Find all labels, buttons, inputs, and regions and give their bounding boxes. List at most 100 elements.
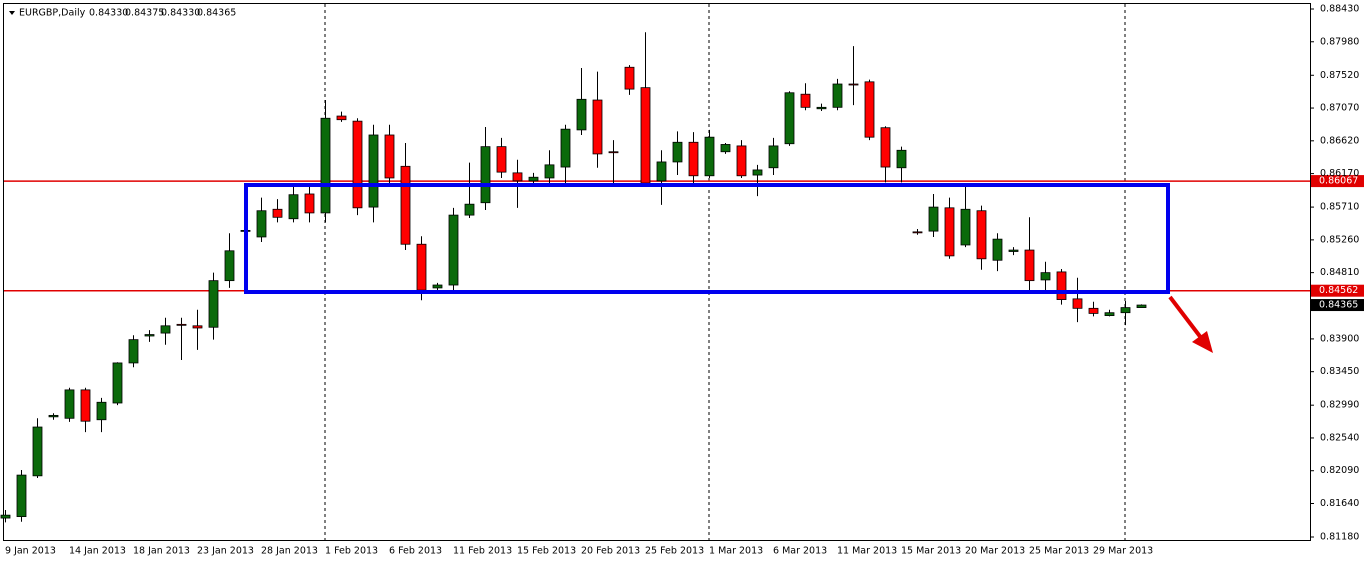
candle-body	[688, 141, 699, 177]
y-tick-label: 0.81640	[1320, 498, 1359, 509]
candle-body	[1040, 272, 1051, 281]
quote-high: 0.84375	[125, 8, 164, 19]
level-label-box	[1311, 175, 1364, 188]
y-tick-label: 0.85710	[1320, 202, 1359, 213]
x-tick-label: 20 Feb 2013	[581, 546, 640, 557]
candle-body	[16, 474, 27, 518]
candle-body	[416, 243, 427, 291]
level-label-box	[1311, 284, 1364, 297]
candle-body	[48, 414, 59, 418]
candle-body	[432, 284, 443, 289]
candle-body	[352, 120, 363, 209]
x-tick-label: 18 Jan 2013	[133, 546, 190, 557]
x-tick-label: 11 Mar 2013	[837, 546, 897, 557]
y-tick-label: 0.83450	[1320, 366, 1359, 377]
x-tick-label: 6 Mar 2013	[773, 546, 827, 557]
candle-body	[1088, 307, 1099, 314]
candle-body	[528, 176, 539, 182]
candle-body	[832, 83, 843, 108]
x-tick-label: 14 Jan 2013	[69, 546, 126, 557]
y-tick-label: 0.87070	[1320, 103, 1359, 114]
candle-body	[80, 389, 91, 422]
y-tick-label: 0.82090	[1320, 465, 1359, 476]
candle-body	[336, 115, 347, 121]
candle-body	[448, 214, 459, 286]
candle-body	[1056, 271, 1067, 300]
y-tick-label: 0.87520	[1320, 70, 1359, 81]
candle-body	[656, 161, 667, 182]
arrow-shaft	[1168, 295, 1207, 345]
candle-body	[736, 145, 747, 177]
candle-body	[400, 165, 411, 245]
candle-body	[464, 203, 475, 216]
candle-body	[752, 169, 763, 176]
candle-body	[320, 117, 331, 214]
candle-body	[592, 99, 603, 155]
y-tick-label: 0.86170	[1320, 168, 1359, 179]
plot-frame	[3, 3, 1311, 541]
x-tick-label: 20 Mar 2013	[965, 546, 1025, 557]
candle-body	[640, 87, 651, 184]
y-tick-label: 0.82990	[1320, 400, 1359, 411]
candle-body	[256, 210, 267, 238]
candle-body	[864, 81, 875, 138]
candle-body	[896, 149, 907, 169]
candle-body	[192, 325, 203, 329]
level-label: 0.84562	[1319, 285, 1358, 296]
candle-body	[784, 92, 795, 145]
candle-body	[1104, 312, 1115, 317]
candle-body	[960, 208, 971, 246]
candle-body	[672, 141, 683, 163]
candle-body	[1024, 249, 1035, 282]
candle-body	[704, 136, 715, 177]
candle-body	[928, 206, 939, 232]
menu-triangle	[9, 11, 15, 15]
candle-body	[176, 323, 187, 326]
candle-body	[544, 164, 555, 179]
candle-body	[1008, 249, 1019, 252]
candle-body	[560, 128, 571, 168]
x-tick-label: 29 Mar 2013	[1093, 546, 1153, 557]
candle-body	[912, 231, 923, 234]
y-tick-label: 0.81180	[1320, 532, 1359, 543]
x-tick-label: 9 Jan 2013	[5, 546, 56, 557]
x-tick-label: 25 Feb 2013	[645, 546, 704, 557]
candle-body	[208, 280, 219, 328]
y-tick-label: 0.85260	[1320, 234, 1359, 245]
candle-body	[112, 362, 123, 404]
y-tick-label: 0.84810	[1320, 267, 1359, 278]
x-tick-label: 28 Jan 2013	[261, 546, 318, 557]
candle-body	[64, 389, 75, 419]
candle-body	[576, 98, 587, 131]
symbol: EURGBP,Daily	[19, 8, 86, 19]
candle-body	[880, 127, 891, 168]
candle-body	[384, 134, 395, 179]
candle-body	[496, 146, 507, 173]
x-tick-label: 15 Feb 2013	[517, 546, 576, 557]
candle-body	[624, 66, 635, 90]
candle-body	[848, 83, 859, 86]
candle-body	[128, 339, 139, 364]
x-tick-label: 6 Feb 2013	[389, 546, 442, 557]
price-label: 0.84365	[1319, 300, 1358, 311]
candle-body	[144, 334, 155, 337]
quote-open: 0.84330	[89, 8, 128, 19]
y-tick-label: 0.83900	[1320, 333, 1359, 344]
candle-body	[944, 207, 955, 257]
candle-body	[512, 172, 523, 182]
candle-body	[800, 93, 811, 108]
candle-body	[224, 250, 235, 282]
quote-low: 0.84330	[161, 8, 200, 19]
candle-body	[304, 193, 315, 214]
candle-body	[32, 426, 43, 477]
candle-body	[992, 238, 1003, 261]
y-tick-label: 0.82540	[1320, 432, 1359, 443]
candle-body	[96, 401, 107, 421]
candle-body	[160, 325, 171, 334]
price-label-box	[1311, 299, 1364, 312]
candle-body	[1120, 307, 1131, 314]
arrow-head	[1192, 331, 1213, 353]
candle-body	[480, 146, 491, 204]
